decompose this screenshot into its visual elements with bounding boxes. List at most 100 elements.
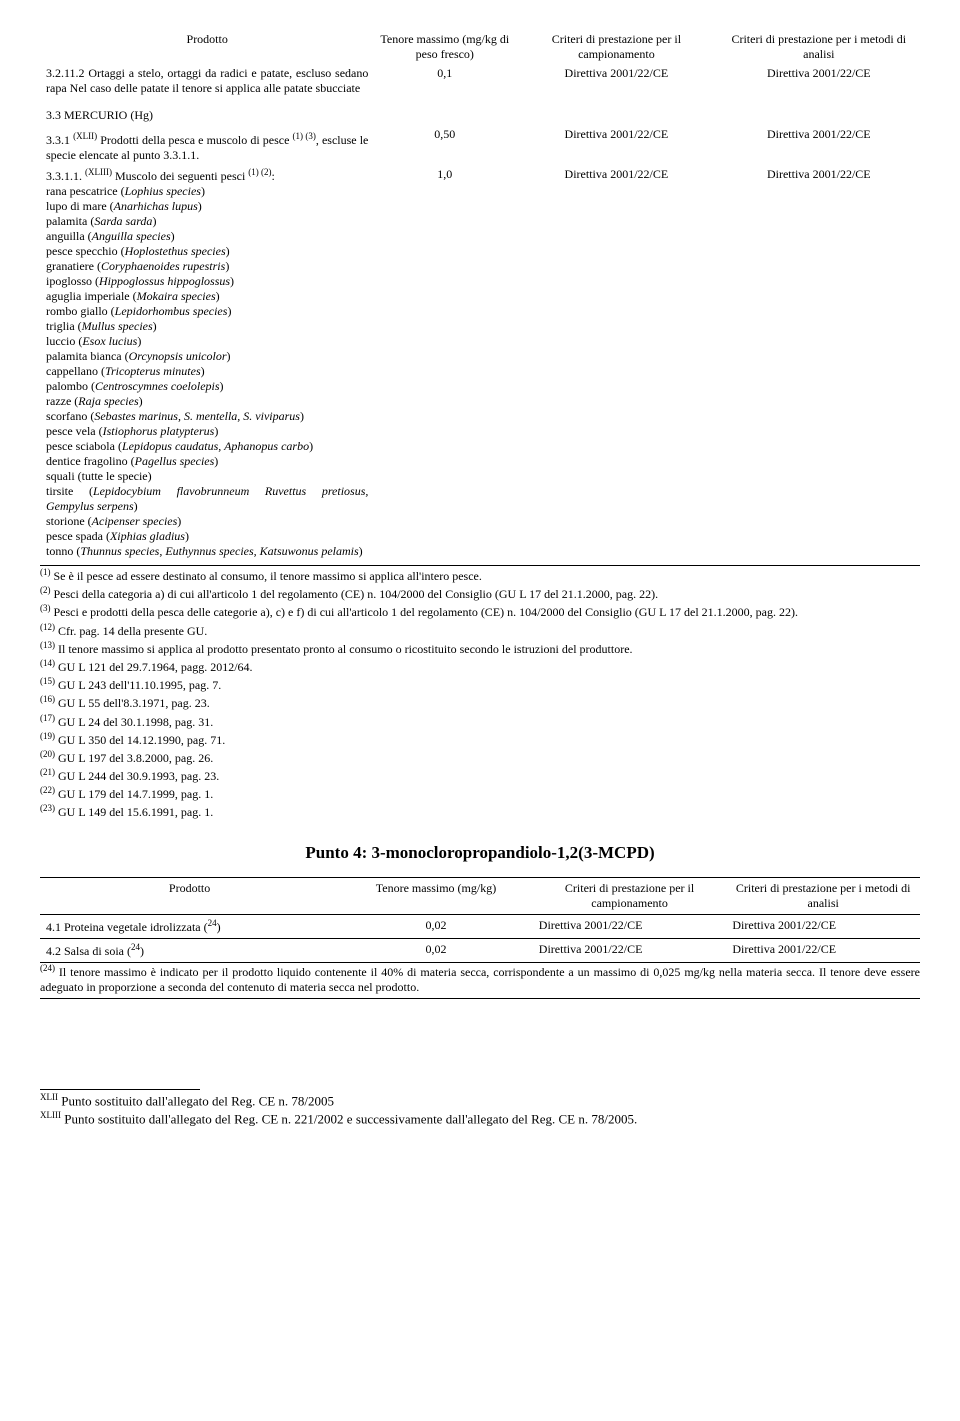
table-header-row: Prodotto Tenore massimo (mg/kg di peso f…	[40, 30, 920, 64]
cell-val: 1,0	[374, 165, 515, 561]
hdr-prodotto: Prodotto	[40, 877, 339, 914]
hdr-analisi: Criteri di prestazione per i metodi di a…	[726, 877, 920, 914]
fish-line: tirsite (Lepidocybium flavobrunneum Ruve…	[46, 484, 368, 514]
cell-c2: Direttiva 2001/22/CE	[718, 165, 920, 561]
hdr-campionamento: Criteri di prestazione per il campioname…	[533, 877, 727, 914]
footnotes-block: (1) Se è il pesce ad essere destinato al…	[40, 565, 920, 821]
footnote-line: (16) GU L 55 dell'8.3.1971, pag. 23.	[40, 693, 920, 711]
fish-line: pesce specchio (Hoplostethus species)	[46, 244, 368, 259]
footnote-line: (17) GU L 24 del 30.1.1998, pag. 31.	[40, 712, 920, 730]
cell-val: 0,50	[374, 125, 515, 165]
hdr-analisi: Criteri di prestazione per i metodi di a…	[718, 30, 920, 64]
cell-val: 0,02	[339, 938, 533, 962]
fish-list: rana pescatrice (Lophius species)lupo di…	[46, 184, 368, 559]
cell-c2: Direttiva 2001/22/CE	[718, 125, 920, 165]
fish-line: palamita (Sarda sarda)	[46, 214, 368, 229]
sup24: 24	[208, 918, 217, 928]
label: 4.1 Proteina vegetale idrolizzata (	[46, 920, 208, 934]
hdr-prodotto: Prodotto	[40, 30, 374, 64]
endnote-xlii: XLII Punto sostituito dall'allegato del …	[40, 1092, 920, 1109]
row-4-1: 4.1 Proteina vegetale idrolizzata (24) 0…	[40, 914, 920, 938]
footnote-line: (14) GU L 121 del 29.7.1964, pagg. 2012/…	[40, 657, 920, 675]
hdr-tenore: Tenore massimo (mg/kg di peso fresco)	[374, 30, 515, 64]
cell-c1: Direttiva 2001/22/CE	[515, 64, 717, 98]
cell-val: 0,02	[339, 914, 533, 938]
footnote-line: (1) Se è il pesce ad essere destinato al…	[40, 566, 920, 584]
fish-line: ipoglosso (Hippoglossus hippoglossus)	[46, 274, 368, 289]
cell-c1: Direttiva 2001/22/CE	[515, 165, 717, 561]
fish-line: pesce vela (Istiophorus platypterus)	[46, 424, 368, 439]
table2-header-row: Prodotto Tenore massimo (mg/kg) Criteri …	[40, 877, 920, 914]
row-3-2-11-2: 3.2.11.2 Ortaggi a stelo, ortaggi da rad…	[40, 64, 920, 98]
cell-c1: Direttiva 2001/22/CE	[515, 125, 717, 165]
footnote-line: (19) GU L 350 del 14.12.1990, pag. 71.	[40, 730, 920, 748]
row-4-2: 4.2 Salsa di soia (24) 0,02 Direttiva 20…	[40, 938, 920, 962]
fish-line: triglia (Mullus species)	[46, 319, 368, 334]
footnote-line: (15) GU L 243 dell'11.10.1995, pag. 7.	[40, 675, 920, 693]
prefix: 3.3.1.1.	[46, 169, 85, 183]
endnotes-block: XLII Punto sostituito dall'allegato del …	[40, 1089, 920, 1128]
fish-line: storione (Acipenser species)	[46, 514, 368, 529]
fish-line: rombo giallo (Lepidorhombus species)	[46, 304, 368, 319]
fish-line: anguilla (Anguilla species)	[46, 229, 368, 244]
cell-prod-3-3-1-1: 3.3.1.1. (XLIII) Muscolo dei seguenti pe…	[40, 165, 374, 561]
prefix: 3.3.1	[46, 133, 73, 147]
footnote-line: (20) GU L 197 del 3.8.2000, pag. 26.	[40, 748, 920, 766]
fish-line: tonno (Thunnus species, Euthynnus specie…	[46, 544, 368, 559]
footnote-line: (21) GU L 244 del 30.9.1993, pag. 23.	[40, 766, 920, 784]
cell-prod: 4.1 Proteina vegetale idrolizzata (24)	[40, 914, 339, 938]
hdr-campionamento: Criteri di prestazione per il campioname…	[515, 30, 717, 64]
cell-prod: 3.2.11.2 Ortaggi a stelo, ortaggi da rad…	[40, 64, 374, 98]
sup13: (1) (3)	[293, 131, 316, 141]
footnote-line: (3) Pesci e prodotti della pesca delle c…	[40, 602, 920, 620]
sup-xlii: XLII	[40, 1092, 58, 1102]
fish-line: squali (tutte le specie)	[46, 469, 368, 484]
fish-line: granatiere (Coryphaenoides rupestris)	[46, 259, 368, 274]
footnote-line: (13) Il tenore massimo si applica al pro…	[40, 639, 920, 657]
sup-xliii: XLIII	[40, 1110, 61, 1120]
sec-3-3-label: 3.3 MERCURIO (Hg)	[40, 98, 374, 125]
fish-line: razze (Raja species)	[46, 394, 368, 409]
cell-val: 0,1	[374, 64, 515, 98]
cell-c2: Direttiva 2001/22/CE	[718, 64, 920, 98]
cell-prod: 4.2 Salsa di soia (24)	[40, 938, 339, 962]
footnote-line: (12) Cfr. pag. 14 della presente GU.	[40, 621, 920, 639]
endnote-text: Punto sostituito dall'allegato del Reg. …	[61, 1111, 637, 1126]
fish-line: palombo (Centroscymnes coelolepis)	[46, 379, 368, 394]
endnote-rule	[40, 1089, 200, 1090]
close: )	[140, 944, 144, 958]
endnote-xliii: XLIII Punto sostituito dall'allegato del…	[40, 1110, 920, 1127]
fish-line: scorfano (Sebastes marinus, S. mentella,…	[46, 409, 368, 424]
rest: Prodotti della pesca e muscolo di pesce	[97, 133, 292, 147]
fish-line: pesce sciabola (Lepidopus caudatus, Apha…	[46, 439, 368, 454]
cell-c2: Direttiva 2001/22/CE	[726, 914, 920, 938]
fish-line: pesce spada (Xiphias gladius)	[46, 529, 368, 544]
sup24: 24	[131, 942, 140, 952]
fish-line: dentice fragolino (Pagellus species)	[46, 454, 368, 469]
row-3-3-1-1: 3.3.1.1. (XLIII) Muscolo dei seguenti pe…	[40, 165, 920, 561]
rest2: :	[272, 169, 275, 183]
close: )	[217, 920, 221, 934]
fish-line: aguglia imperiale (Mokaira species)	[46, 289, 368, 304]
sup12: (1) (2)	[248, 167, 271, 177]
sup-xliii: (XLIII)	[85, 167, 112, 177]
footnote-line: (2) Pesci della categoria a) di cui all'…	[40, 584, 920, 602]
footnote-line: (23) GU L 149 del 15.6.1991, pag. 1.	[40, 802, 920, 820]
endnote-text: Punto sostituito dall'allegato del Reg. …	[58, 1093, 334, 1108]
table-main: Prodotto Tenore massimo (mg/kg di peso f…	[40, 30, 920, 561]
row-sec-3-3: 3.3 MERCURIO (Hg)	[40, 98, 920, 125]
rest: Muscolo dei seguenti pesci	[112, 169, 248, 183]
cell-c1: Direttiva 2001/22/CE	[533, 938, 727, 962]
cell-c1: Direttiva 2001/22/CE	[533, 914, 727, 938]
fish-line: lupo di mare (Anarhichas lupus)	[46, 199, 368, 214]
table2-note: (24) Il tenore massimo è indicato per il…	[40, 963, 920, 999]
table-punto4: Prodotto Tenore massimo (mg/kg) Criteri …	[40, 877, 920, 963]
row-3-3-1: 3.3.1 (XLII) Prodotti della pesca e musc…	[40, 125, 920, 165]
footnote-line: (22) GU L 179 del 14.7.1999, pag. 1.	[40, 784, 920, 802]
punto4-title: Punto 4: 3-monocloropropandiolo-1,2(3-MC…	[40, 843, 920, 863]
sup-xlii: (XLII)	[73, 131, 97, 141]
fish-line: rana pescatrice (Lophius species)	[46, 184, 368, 199]
label: 4.2 Salsa di soia (	[46, 944, 131, 958]
cell-c2: Direttiva 2001/22/CE	[726, 938, 920, 962]
cell-prod-3-3-1: 3.3.1 (XLII) Prodotti della pesca e musc…	[40, 125, 374, 165]
